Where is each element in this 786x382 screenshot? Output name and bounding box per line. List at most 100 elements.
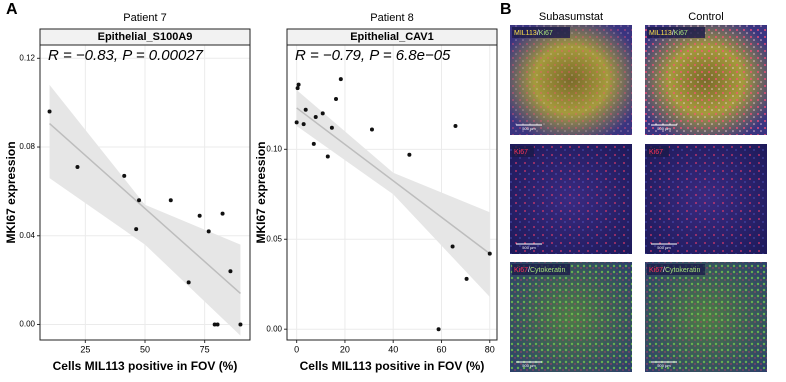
point: [296, 82, 301, 87]
strip-label: Epithelial_CAV1: [350, 31, 434, 43]
image-label: Ki67: [514, 149, 528, 156]
point: [301, 122, 306, 127]
image-label: Ki67: [649, 149, 663, 156]
point: [320, 111, 325, 116]
plot-border: [286, 44, 498, 341]
scale-bar-label: 500 µm: [522, 126, 536, 131]
label-part: /: [672, 30, 674, 37]
annotation: R = −0.83, P = 0.00027: [48, 47, 204, 64]
column-header: Control: [688, 11, 723, 23]
label-part: MIL113: [514, 30, 537, 37]
point: [75, 164, 80, 169]
x-tick-label: 20: [340, 344, 350, 354]
point: [487, 251, 492, 256]
x-axis-label: Cells MIL113 positive in FOV (%): [53, 359, 238, 373]
y-tick-label: 0.00: [266, 324, 282, 333]
label-box: [647, 146, 669, 157]
point: [369, 127, 374, 132]
x-tick-label: 75: [200, 344, 210, 354]
y-tick-label: 0.05: [266, 234, 282, 243]
image-label: Ki67/Cytokeratin: [514, 267, 565, 274]
confidence-band: [296, 89, 490, 297]
label-part: /: [528, 267, 530, 274]
micrograph-cells: [645, 25, 767, 135]
micrograph-cells: [645, 262, 767, 372]
strip-label: Epithelial_S100A9: [98, 31, 193, 43]
point: [303, 107, 308, 112]
fit-line: [296, 107, 491, 255]
chart-title: Patient 8: [370, 12, 413, 24]
micrograph-cells: [510, 25, 632, 135]
x-tick-label: 80: [485, 344, 495, 354]
confidence-band: [49, 84, 241, 336]
fit-line: [49, 122, 241, 294]
point: [220, 211, 225, 216]
y-axis-label: MKI67 expression: [254, 141, 268, 243]
micrograph-cells: [510, 262, 632, 372]
image-label: MIL113/Ki67: [514, 30, 553, 37]
x-tick-label: 60: [436, 344, 446, 354]
y-axis-label: MKI67 expression: [4, 141, 18, 243]
scale-bar-label: 500 µm: [657, 363, 671, 368]
annotation: R = −0.79, P = 6.8e−05: [295, 47, 451, 64]
point: [436, 327, 441, 332]
point: [464, 276, 469, 281]
column-header: Subasumstat: [539, 11, 603, 23]
label-box: [647, 264, 705, 275]
point: [215, 322, 220, 327]
point: [122, 173, 127, 178]
y-tick-label: 0.10: [266, 144, 282, 153]
panel-letter: A: [6, 1, 18, 18]
y-tick-label: 0.12: [19, 53, 35, 62]
label-part: /: [663, 267, 665, 274]
x-tick-label: 50: [140, 344, 150, 354]
point: [313, 114, 318, 119]
point: [325, 154, 330, 159]
point: [311, 141, 316, 146]
point: [137, 198, 142, 203]
point: [338, 77, 343, 82]
label-part: Ki67: [539, 30, 553, 37]
micrograph-cells: [645, 144, 767, 254]
point: [186, 280, 191, 285]
chart-title: Patient 7: [123, 12, 166, 24]
x-tick-label: 25: [80, 344, 90, 354]
point: [206, 229, 211, 234]
point: [453, 123, 458, 128]
point: [294, 120, 299, 125]
point: [47, 109, 52, 114]
point: [168, 198, 173, 203]
label-box: [512, 27, 570, 38]
scale-bar-label: 500 µm: [657, 126, 671, 131]
point: [212, 322, 217, 327]
image-label: Ki67/Cytokeratin: [649, 267, 700, 274]
scale-bar-label: 500 µm: [522, 363, 536, 368]
x-tick-label: 40: [388, 344, 398, 354]
label-part: Ki67: [649, 267, 663, 274]
label-box: [647, 27, 705, 38]
point: [334, 96, 338, 101]
label-box: [512, 146, 534, 157]
y-tick-label: 0.04: [19, 231, 35, 240]
label-part: Ki67: [514, 267, 528, 274]
point: [407, 152, 412, 157]
image-label: MIL113/Ki67: [649, 30, 688, 37]
point: [197, 213, 202, 218]
label-part: MIL113: [649, 30, 672, 37]
y-tick-label: 0.00: [19, 320, 35, 329]
x-axis-label: Cells MIL113 positive in FOV (%): [300, 359, 485, 373]
point: [238, 322, 243, 327]
label-box: [512, 264, 570, 275]
point: [450, 244, 455, 249]
label-part: Ki67: [674, 30, 688, 37]
label-part: Ki67: [649, 149, 663, 156]
point: [228, 269, 233, 274]
point: [295, 86, 300, 91]
point: [134, 227, 139, 232]
x-tick-label: 0: [294, 344, 299, 354]
y-tick-label: 0.08: [19, 142, 35, 151]
scale-bar-label: 500 µm: [522, 245, 536, 250]
label-part: Cytokeratin: [665, 267, 701, 274]
plot-border: [39, 44, 251, 341]
